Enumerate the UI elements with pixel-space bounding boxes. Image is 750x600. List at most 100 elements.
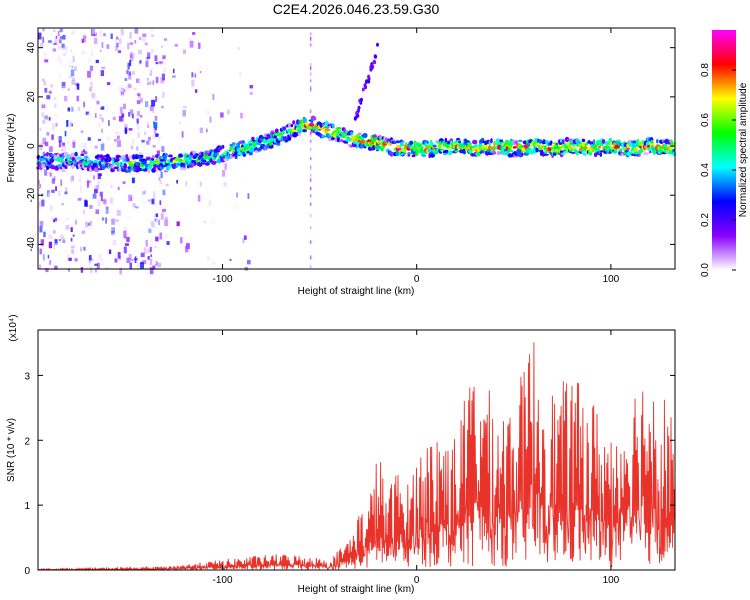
ridge-cell — [246, 150, 250, 154]
noise-speck — [134, 157, 136, 165]
noise-speck — [72, 142, 76, 148]
ridge-cell — [339, 139, 344, 143]
noise-speck — [74, 258, 78, 262]
spectrogram-frame — [37, 27, 676, 270]
spectrogram-heatmap — [35, 28, 677, 275]
ridge-cell — [57, 158, 63, 162]
ridge-cell — [72, 156, 75, 162]
noise-speck — [197, 194, 201, 202]
noise-speck — [57, 30, 60, 37]
noise-speck — [85, 107, 90, 112]
noise-speck — [58, 73, 61, 81]
feature-speck — [369, 65, 373, 69]
noise-speck — [54, 217, 58, 222]
noise-speck — [71, 106, 74, 112]
noise-speck — [182, 109, 186, 117]
streak-speck — [309, 79, 312, 83]
noise-speck — [127, 42, 130, 50]
ridge-cell — [155, 159, 161, 165]
noise-speck — [158, 61, 163, 68]
ridge-cell — [130, 167, 134, 171]
spectrogram-x-axis-label: Height of straight line (km) — [298, 286, 415, 297]
noise-speck — [42, 78, 45, 82]
noise-speck — [77, 197, 82, 201]
ridge-cell — [201, 152, 204, 157]
noise-speck — [132, 203, 136, 208]
noise-speck — [68, 75, 73, 79]
noise-speck — [154, 55, 158, 62]
noise-speck — [97, 173, 101, 180]
noise-speck — [39, 264, 41, 269]
noise-speck — [62, 85, 66, 90]
ridge-cell — [650, 139, 654, 145]
ridge-cell — [268, 141, 273, 146]
noise-speck — [90, 81, 93, 89]
noise-speck — [142, 33, 147, 37]
noise-speck — [130, 113, 133, 117]
ridge-cell — [266, 135, 272, 139]
noise-speck — [115, 131, 119, 135]
feature-speck — [367, 74, 371, 79]
ridge-cell — [543, 153, 549, 156]
noise-speck — [206, 255, 211, 262]
noise-speck — [128, 128, 133, 131]
noise-speck — [120, 116, 124, 122]
figure-title: C2E4.2026.046.23.59.G30 — [273, 1, 440, 17]
noise-speck — [92, 230, 96, 237]
noise-speck — [161, 73, 165, 81]
ridge-cell — [663, 143, 668, 148]
noise-speck — [89, 205, 93, 209]
noise-speck — [39, 184, 41, 190]
noise-speck — [115, 186, 117, 193]
noise-speck — [42, 254, 45, 261]
noise-speck — [60, 141, 63, 147]
ridge-cell — [472, 139, 478, 145]
noise-speck — [140, 114, 143, 118]
noise-speck — [150, 28, 154, 33]
spectrogram-y-ticks: -40 -20 0 20 40 — [26, 42, 675, 252]
noise-speck — [148, 81, 152, 85]
noise-speck — [109, 111, 114, 118]
ridge-cell — [616, 139, 621, 142]
noise-speck — [157, 245, 160, 250]
noise-speck — [107, 82, 111, 86]
noise-speck — [163, 68, 166, 73]
noise-speck — [89, 266, 93, 273]
ridge-cell — [482, 140, 485, 144]
noise-speck — [111, 218, 115, 225]
noise-speck — [61, 43, 65, 49]
noise-speck — [48, 192, 52, 197]
ridge-cell — [518, 139, 523, 143]
streak-speck — [309, 241, 312, 245]
noise-speck — [152, 145, 156, 148]
noise-speck — [84, 88, 87, 92]
noise-speck — [72, 234, 75, 237]
noise-speck — [38, 201, 41, 208]
noise-speck — [41, 104, 46, 109]
noise-speck — [153, 258, 157, 265]
noise-speck — [143, 247, 147, 254]
noise-speck — [162, 189, 166, 196]
noise-speck — [145, 240, 148, 247]
noise-speck — [147, 136, 151, 141]
ridge-cell — [192, 155, 197, 160]
ridge-cell — [172, 159, 177, 164]
feature-speck — [367, 79, 371, 84]
feature-speck — [364, 85, 368, 90]
noise-speck — [90, 49, 93, 57]
ridge-cell — [604, 140, 609, 146]
ridge-cell — [542, 139, 546, 142]
ridge-cell — [613, 149, 618, 154]
noise-speck — [147, 125, 150, 129]
noise-speck — [39, 143, 43, 151]
noise-speck — [146, 57, 150, 60]
colorbar-tick-label: 0.8 — [700, 63, 711, 77]
noise-speck — [132, 143, 136, 149]
noise-speck — [160, 61, 163, 65]
noise-speck — [164, 211, 167, 215]
noise-speck — [42, 28, 45, 32]
noise-speck — [173, 68, 175, 74]
ridge-cell — [196, 154, 199, 157]
noise-speck — [66, 86, 70, 89]
ridge-cell — [189, 158, 193, 161]
